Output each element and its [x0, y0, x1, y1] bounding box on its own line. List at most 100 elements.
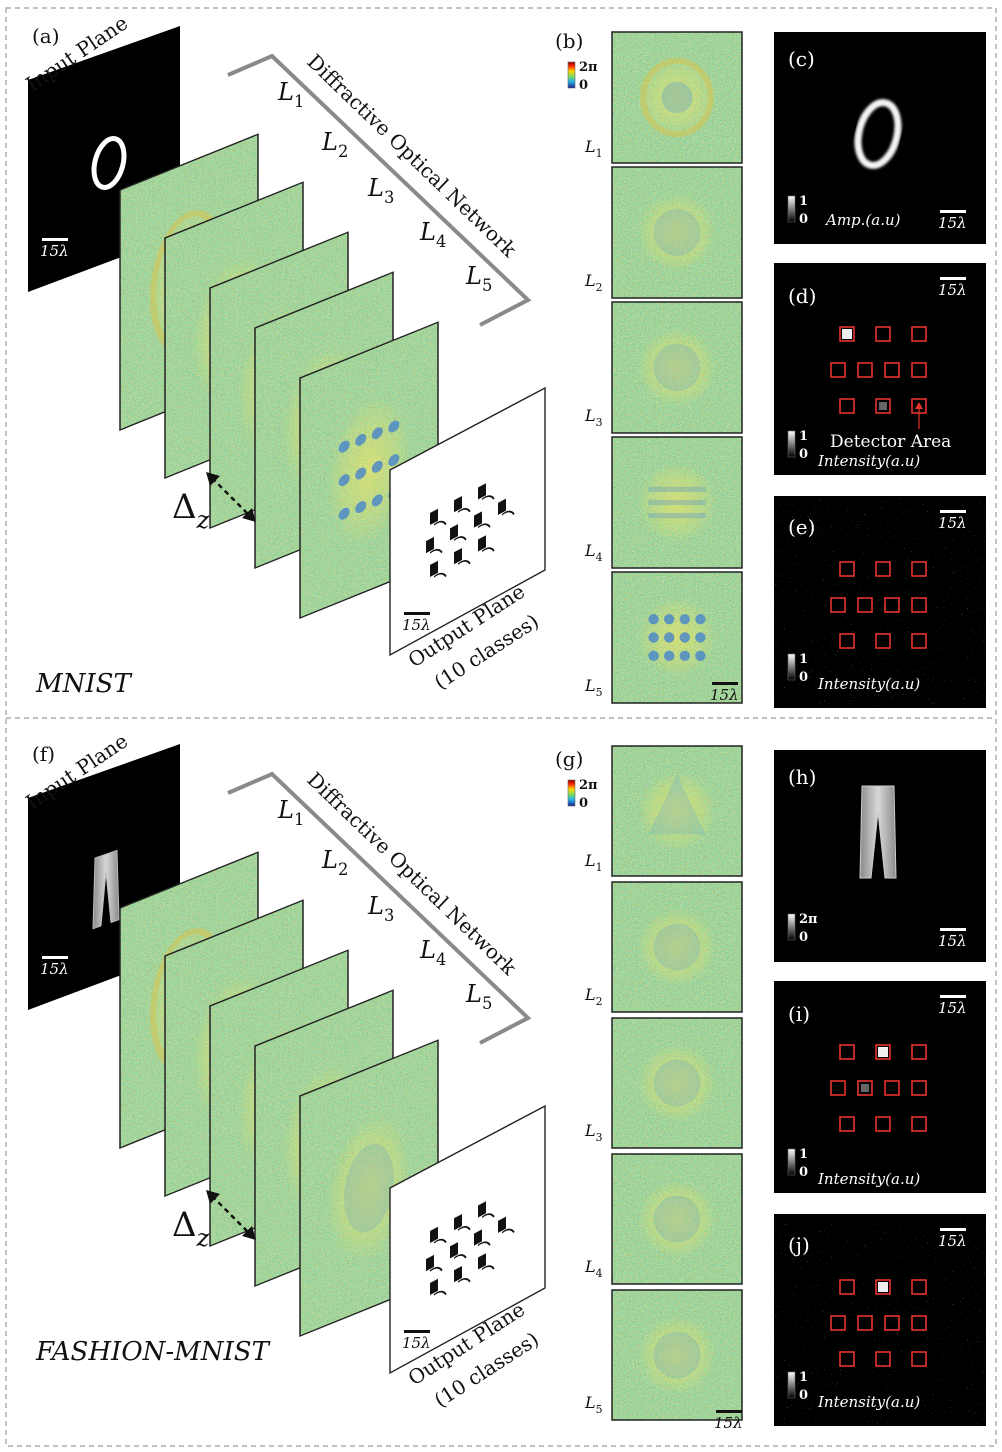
- layer-label-5-sub: 5: [482, 994, 492, 1013]
- output-detector-box: [911, 1315, 927, 1331]
- output-detector-box: [839, 633, 855, 649]
- layer-5-mask-core: [344, 1143, 394, 1233]
- input-colorbar-bar: [787, 195, 796, 223]
- layer-5-mask-frame: [299, 321, 439, 620]
- layer-label-4: L4: [419, 936, 446, 969]
- layer-5-mask-frame: [299, 1039, 439, 1338]
- output-detectors: [426, 483, 515, 578]
- phase-mask-4-core: [653, 1195, 701, 1243]
- detector-dim: [879, 402, 887, 410]
- output-detector-tail: [457, 1226, 471, 1231]
- detector-box: [911, 1116, 927, 1132]
- detector-dim: [861, 1084, 869, 1092]
- phase-mask-label-2: L2: [584, 271, 603, 294]
- input-panel-label: (c): [788, 47, 815, 71]
- output-detector-box: [911, 1351, 927, 1367]
- phase-mask-label-2-base: L: [584, 985, 596, 1004]
- phase-mask-label-2-base: L: [584, 271, 596, 290]
- phase-mask-label-4-base: L: [584, 1257, 596, 1276]
- phase-mask-label-4-sub: 4: [596, 551, 603, 564]
- delta-z-arrowhead-top: [206, 472, 220, 486]
- delta-sub: z: [196, 506, 210, 534]
- phase-mask-5-focus-dot: [664, 632, 675, 643]
- phase-mask-label-4: L4: [584, 541, 603, 564]
- detector-box: [884, 1080, 900, 1096]
- detector-box: [875, 1044, 891, 1060]
- phase-mask-label-5-base: L: [584, 676, 596, 695]
- output-detector-tail: [429, 548, 443, 554]
- output-detector-block: [454, 495, 462, 513]
- detector-box: [839, 326, 855, 342]
- output-detector-box: [857, 597, 873, 613]
- output-detector-block: [474, 1229, 482, 1246]
- phase-panel-label: (g): [555, 747, 583, 771]
- detector-colorbar-bar: [787, 430, 796, 458]
- phase-mask-4-band: [648, 512, 706, 519]
- detector-hot: [878, 1047, 888, 1057]
- output-colorbar-title: Intensity(a.u): [817, 1393, 920, 1411]
- phase-mask-label-5-sub: 5: [596, 686, 603, 699]
- output-plane: [389, 386, 546, 657]
- phase-mask-label-5: L5: [584, 676, 603, 699]
- output-detector-block: [478, 535, 486, 552]
- phase-mask-3-core: [653, 343, 701, 392]
- phase-mask-2-center-glow: [638, 908, 716, 986]
- output-detector-block: [450, 1242, 458, 1259]
- phase-mask-3-core: [653, 1059, 701, 1107]
- output-detector-tail: [481, 1265, 495, 1271]
- phase-mask-5-core: [653, 1331, 701, 1379]
- phase-mask-label-3-base: L: [584, 1121, 596, 1140]
- phase-mask-1: [611, 745, 743, 877]
- output-scale-bar: [404, 612, 430, 615]
- detector-box: [830, 362, 846, 378]
- phase-mask-label-3-base: L: [584, 406, 596, 425]
- output-panel-scale-label: 15λ: [938, 1232, 967, 1250]
- detector-panel: [774, 263, 986, 475]
- layer-label-3-base: L: [367, 174, 384, 202]
- layer-label-2: L2: [321, 128, 348, 161]
- phase-mask-label-1: L1: [584, 137, 603, 160]
- layer-label-2: L2: [321, 846, 348, 879]
- phase-mask-1-center-glow: [638, 58, 716, 137]
- input-colorbar-min: 0: [799, 930, 808, 945]
- input-colorbar-max: 1: [799, 194, 808, 209]
- phase-mask-4: [611, 436, 743, 569]
- layer-label-1-base: L: [277, 78, 294, 106]
- phase-mask-label-5-base: L: [584, 1393, 596, 1412]
- phase-mask-label-3-sub: 3: [596, 1131, 603, 1144]
- output-colorbar-bar: [787, 1371, 796, 1399]
- output-detector-tail: [457, 560, 471, 565]
- delta-z-arrowhead-bottom: [242, 1226, 256, 1240]
- detector-box: [857, 362, 873, 378]
- detector-panel-label: (d): [788, 284, 816, 308]
- input-panel-label: (h): [788, 765, 817, 789]
- output-detector-box: [911, 597, 927, 613]
- detector-colorbar-bar: [787, 1148, 796, 1176]
- input-panel-trouser: [859, 785, 897, 879]
- detector-colorbar-max: 1: [799, 1147, 808, 1162]
- input-colorbar-title: Amp.(a.u): [824, 211, 901, 229]
- layer-5-mask-focus-dot: [355, 501, 367, 514]
- phase-mask-5-focus-dot: [679, 650, 690, 662]
- detector-panel-label: (i): [788, 1002, 810, 1026]
- phase-scale-bar: [716, 1410, 742, 1413]
- phase-colorbar-max: 2π: [579, 778, 598, 793]
- output-detector-block: [426, 1254, 434, 1272]
- detector-panel-scale-label: 15λ: [938, 999, 967, 1017]
- output-detector-block: [454, 1213, 462, 1231]
- phase-mask-4: [611, 1153, 743, 1285]
- layer-label-1: L1: [277, 796, 304, 829]
- phase-mask-1-core: [661, 81, 693, 114]
- phase-scale-label: 15λ: [714, 1414, 743, 1432]
- phase-mask-5-focus-dot: [648, 632, 659, 643]
- output-detector-tail: [457, 1278, 471, 1283]
- input-panel-digit: [854, 99, 902, 169]
- output-detector-tail: [501, 1228, 515, 1234]
- phase-mask-3: [611, 1017, 743, 1149]
- input-colorbar-min: 0: [799, 212, 808, 227]
- phase-mask-3-frame: [611, 1017, 743, 1149]
- output-detectors: [426, 1201, 515, 1296]
- phase-mask-5: [611, 571, 743, 704]
- output-detector-box: [911, 1279, 927, 1295]
